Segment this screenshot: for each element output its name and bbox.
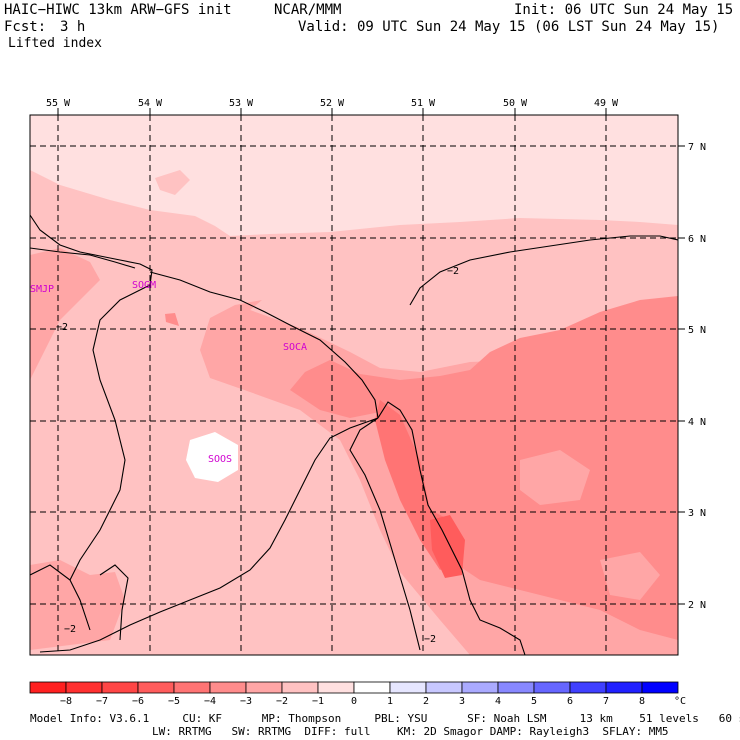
model-info-line1: Model Info: V3.6.1 CU: KF MP: Thompson P… — [30, 712, 740, 725]
colorbar-swatch — [605, 681, 643, 694]
colorbar-tick-label: −5 — [168, 696, 180, 707]
contour-label: −2 — [424, 634, 436, 645]
colorbar-tick-label: 5 — [531, 696, 537, 707]
longitude-labels: 55 W 54 W 53 W 52 W 51 W 50 W 49 W — [46, 98, 619, 109]
lat-label: 3 N — [688, 508, 706, 519]
station-sogm: SOGM — [132, 280, 156, 291]
valid-time: Valid: 09 UTC Sun 24 May 15 (06 LST Sun … — [298, 19, 720, 35]
colorbar — [29, 681, 679, 694]
axis-ticks — [57, 108, 685, 605]
lat-label: 6 N — [688, 234, 706, 245]
colorbar-swatch — [641, 681, 679, 694]
contour-label: −2 — [64, 624, 76, 635]
colorbar-swatch — [569, 681, 607, 694]
colorbar-tick-label: −2 — [276, 696, 288, 707]
colorbar-tick-label: 0 — [351, 696, 357, 707]
colorbar-tick-label: −6 — [132, 696, 144, 707]
model-info-line2: LW: RRTMG SW: RRTMG DIFF: full KM: 2D Sm… — [152, 725, 669, 738]
colorbar-unit: °C — [674, 696, 686, 707]
colorbar-tick-label: −1 — [312, 696, 324, 707]
map-frame — [29, 114, 679, 656]
colorbar-tick-label: 1 — [387, 696, 393, 707]
colorbar-tick-label: 6 — [567, 696, 573, 707]
lon-label: 54 W — [138, 98, 163, 109]
colorbar-tick-label: 8 — [639, 696, 645, 707]
coastlines — [30, 214, 678, 655]
colorbar-tick-label: −8 — [60, 696, 72, 707]
colorbar-swatch — [101, 681, 139, 694]
colorbar-tick-label: −7 — [96, 696, 108, 707]
station-soca: SOCA — [283, 342, 307, 353]
colorbar-swatch — [461, 681, 499, 694]
contour-label: −2 — [56, 322, 68, 333]
center-title: NCAR/MMM — [274, 2, 342, 18]
forecast-label: Fcst: — [4, 19, 47, 35]
colorbar-tick-label: 4 — [495, 696, 501, 707]
model-title: HAIC−HIWC 13km ARW−GFS init — [4, 2, 232, 18]
colorbar-tick-label: 2 — [423, 696, 429, 707]
colorbar-swatch — [209, 681, 247, 694]
lon-label: 51 W — [411, 98, 436, 109]
lon-label: 53 W — [229, 98, 254, 109]
colorbar-swatch — [533, 681, 571, 694]
colorbar-swatch — [353, 681, 391, 694]
forecast-hour: 3 h — [60, 19, 86, 35]
station-labels: SMJP SOGM SOCA SOOS — [30, 280, 307, 465]
lat-label: 4 N — [688, 417, 706, 428]
station-smjp: SMJP — [30, 284, 54, 295]
contour-label: −2 — [447, 266, 459, 277]
colorbar-swatch — [173, 681, 211, 694]
colorbar-swatch — [65, 681, 103, 694]
lat-label: 7 N — [688, 142, 706, 153]
colorbar-tick-label: −4 — [204, 696, 216, 707]
colorbar-swatch — [281, 681, 319, 694]
colorbar-tick-label: 7 — [603, 696, 609, 707]
colorbar-swatch — [245, 681, 283, 694]
field-title: Lifted index — [8, 36, 102, 51]
colorbar-swatch — [317, 681, 355, 694]
lon-label: 50 W — [503, 98, 528, 109]
lon-label: 52 W — [320, 98, 345, 109]
colorbar-swatch — [29, 681, 67, 694]
lon-label: 55 W — [46, 98, 71, 109]
colorbar-labels: −8 −7 −6 −5 −4 −3 −2 −1 0 1 2 3 4 5 6 7 8 °C — [60, 696, 686, 707]
init-time: Init: 06 UTC Sun 24 May 15 — [514, 2, 734, 18]
colorbar-tick-label: −3 — [240, 696, 252, 707]
contour-labels: −2 −2 −2 −2 — [56, 266, 459, 645]
colorbar-swatch — [137, 681, 175, 694]
lat-label: 2 N — [688, 600, 706, 611]
graticule — [30, 115, 678, 655]
colorbar-swatch — [389, 681, 427, 694]
latitude-labels: 7 N 6 N 5 N 4 N 3 N 2 N — [688, 142, 706, 611]
station-soos: SOOS — [208, 454, 232, 465]
colorbar-tick-label: 3 — [459, 696, 465, 707]
lon-label: 49 W — [594, 98, 619, 109]
colorbar-swatch — [425, 681, 463, 694]
colorbar-swatch — [497, 681, 535, 694]
lat-label: 5 N — [688, 325, 706, 336]
shaded-field — [30, 115, 678, 655]
